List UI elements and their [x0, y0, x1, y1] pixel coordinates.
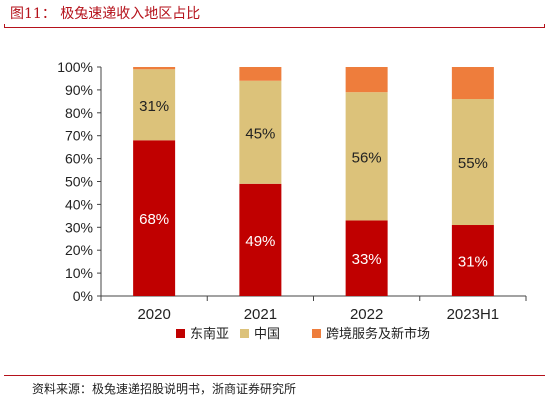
bar-segment-2021-中国 [239, 80, 282, 184]
bar-segment-2023H1-跨境服务及新市场 [451, 67, 494, 100]
y-tick-label: 10% [65, 265, 93, 281]
legend-swatch [312, 329, 321, 338]
bar-segment-2021-东南亚 [239, 183, 282, 296]
rule-tick-right [544, 24, 545, 27]
bar-segment-2022-中国 [345, 92, 388, 221]
data-label: 31% [458, 254, 488, 271]
data-label: 55% [458, 155, 488, 172]
x-tick-label: 2022 [350, 306, 383, 323]
data-label: 33% [352, 251, 382, 268]
bar-segment-2022-东南亚 [345, 220, 388, 296]
source-rule [4, 375, 545, 376]
legend-swatch [176, 329, 185, 338]
y-tick-label: 90% [65, 82, 93, 98]
x-tick-label: 2020 [137, 306, 170, 323]
source-note: 资料来源：极兔速递招股说明书，浙商证券研究所 [32, 382, 297, 396]
bar-segment-2023H1-中国 [451, 99, 494, 226]
legend-swatch [240, 329, 249, 338]
data-label: 49% [245, 233, 275, 250]
y-tick-label: 40% [65, 196, 93, 212]
y-tick-label: 70% [65, 128, 93, 144]
bar-segment-2020-东南亚 [133, 140, 176, 296]
y-tick-label: 60% [65, 151, 93, 167]
rule-tick-left [4, 24, 5, 27]
bar-segment-2020-跨境服务及新市场 [133, 67, 176, 70]
x-tick-label: 2023H1 [447, 306, 500, 323]
y-tick-label: 80% [65, 105, 93, 121]
data-label: 56% [352, 149, 382, 166]
data-label: 31% [139, 98, 169, 115]
bar-segment-2021-跨境服务及新市场 [239, 67, 282, 81]
figure-title: 图11： 极兔速递收入地区占比 [10, 6, 201, 22]
y-tick-label: 20% [65, 242, 93, 258]
bar-segment-2022-跨境服务及新市场 [345, 67, 388, 93]
y-tick-label: 30% [65, 219, 93, 235]
y-tick-label: 0% [73, 288, 93, 304]
data-label: 45% [245, 125, 275, 142]
x-tick-label: 2021 [244, 306, 277, 323]
legend-label: 跨境服务及新市场 [326, 326, 430, 342]
data-label: 68% [139, 211, 169, 228]
legend-label: 东南亚 [190, 326, 229, 342]
title-rule [4, 27, 545, 28]
bar-segment-2020-中国 [133, 69, 176, 141]
y-tick-label: 100% [57, 59, 93, 75]
bar-segment-2023H1-东南亚 [451, 225, 494, 296]
y-tick-label: 50% [65, 174, 93, 190]
legend-label: 中国 [254, 327, 280, 342]
